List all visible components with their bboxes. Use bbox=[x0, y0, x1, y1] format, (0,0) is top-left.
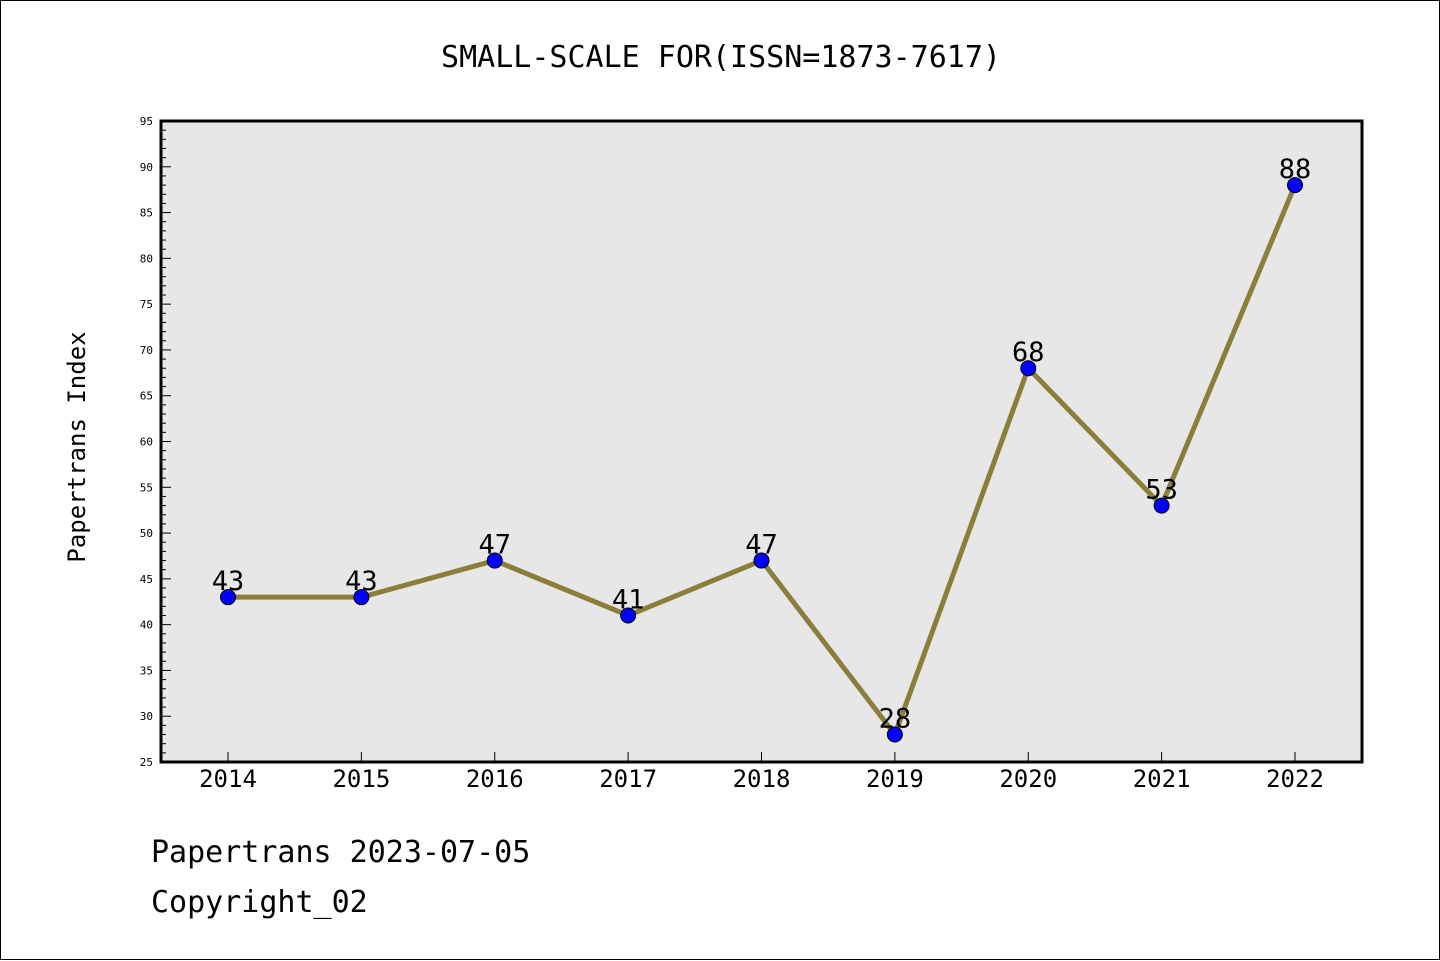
data-label: 53 bbox=[1145, 475, 1178, 506]
data-point bbox=[220, 589, 236, 606]
x-tick-label: 2021 bbox=[1133, 765, 1191, 793]
y-tick-label: 50 bbox=[140, 527, 153, 540]
data-point bbox=[1020, 360, 1037, 377]
footer-copyright: Copyright_02 bbox=[151, 885, 368, 920]
y-tick-label: 80 bbox=[140, 252, 153, 265]
y-tick-label: 90 bbox=[140, 161, 153, 174]
data-label: 68 bbox=[1012, 337, 1045, 368]
x-tick-label: 2018 bbox=[733, 765, 791, 793]
plot-area bbox=[161, 121, 1362, 762]
y-tick-label: 45 bbox=[140, 573, 153, 586]
markers-group bbox=[220, 177, 1303, 743]
data-point bbox=[620, 607, 637, 624]
chart-title: SMALL-SCALE FOR(ISSN=1873-7617) bbox=[441, 40, 1001, 75]
y-tick-label: 85 bbox=[140, 207, 153, 220]
data-point bbox=[353, 589, 370, 606]
x-tick-label: 2016 bbox=[466, 765, 524, 793]
y-tick-label: 95 bbox=[140, 115, 153, 128]
x-tick-label: 2014 bbox=[199, 765, 257, 793]
y-tick-label: 70 bbox=[140, 344, 153, 357]
x-tick-label: 2015 bbox=[332, 765, 390, 793]
data-label: 28 bbox=[879, 704, 912, 735]
plot-border bbox=[159, 119, 1364, 764]
y-tick-label: 40 bbox=[140, 619, 153, 632]
y-tick-label: 65 bbox=[140, 390, 153, 403]
y-tick-label: 25 bbox=[140, 756, 153, 769]
y-axis-label: Papertrans Index bbox=[63, 331, 91, 562]
data-point bbox=[753, 552, 770, 569]
data-label: 88 bbox=[1279, 154, 1312, 185]
x-axis-ticks: 2014 2015 2016 2017 2018 2019 2020 2021 2022 bbox=[199, 752, 1324, 793]
x-tick-label: 2019 bbox=[866, 765, 924, 793]
data-point bbox=[1287, 177, 1303, 194]
y-tick-label: 55 bbox=[140, 481, 153, 494]
y-tick-label: 30 bbox=[140, 710, 153, 723]
y-tick-label: 35 bbox=[140, 664, 153, 677]
data-point bbox=[1153, 497, 1170, 514]
data-label: 43 bbox=[212, 566, 245, 597]
y-axis-ticks: 25 30 35 40 45 50 55 60 65 70 75 80 85 90 95 bbox=[140, 115, 171, 769]
y-tick-label: 60 bbox=[140, 436, 153, 449]
data-labels-group: 43 43 47 41 47 28 68 53 88 bbox=[212, 154, 1312, 734]
data-label: 47 bbox=[478, 530, 511, 561]
y-tick-label: 75 bbox=[140, 298, 153, 311]
footer-date: Papertrans 2023-07-05 bbox=[151, 835, 531, 870]
data-label: 41 bbox=[612, 584, 645, 615]
data-label: 47 bbox=[745, 530, 778, 561]
data-label: 43 bbox=[345, 566, 378, 597]
x-tick-label: 2017 bbox=[599, 765, 657, 793]
data-point bbox=[886, 726, 903, 743]
x-tick-label: 2022 bbox=[1266, 765, 1324, 793]
data-point bbox=[486, 552, 503, 569]
x-tick-label: 2020 bbox=[999, 765, 1057, 793]
